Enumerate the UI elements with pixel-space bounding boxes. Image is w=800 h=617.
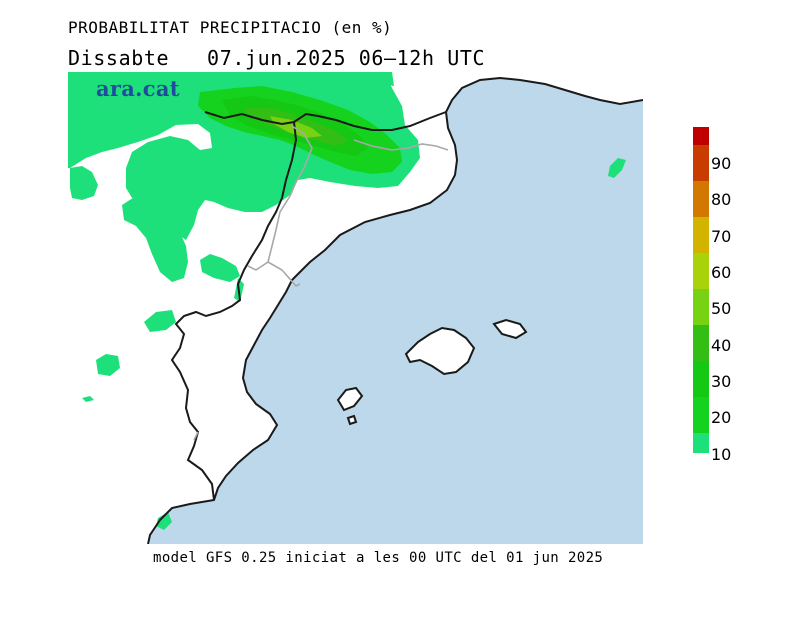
legend-label-40: 40	[711, 336, 732, 355]
coastline	[147, 76, 643, 544]
balearic-islands	[336, 318, 528, 426]
legend-swatch-50-60	[693, 253, 709, 289]
legend-swatch-80-90	[693, 145, 709, 181]
legend-swatch-30-40	[693, 325, 709, 361]
legend-swatch-60-70	[693, 217, 709, 253]
chart-title: PROBABILITAT PRECIPITACIO (en %)	[68, 18, 393, 37]
legend-swatch-10-20	[693, 397, 709, 433]
region-borders	[193, 125, 449, 441]
legend-swatch-90plus	[693, 127, 709, 145]
legend-label-50: 50	[711, 299, 732, 318]
legend-label-60: 60	[711, 263, 732, 282]
prob-50-areas	[270, 116, 322, 138]
chart-subtitle: Dissabte 07.jun.2025 06–12h UTC	[68, 46, 486, 70]
island-formentera	[346, 414, 358, 426]
island-eivissa	[336, 386, 364, 412]
model-footer: model GFS 0.25 iniciat a les 00 UTC del …	[153, 550, 604, 566]
legend-swatch-70-80	[693, 181, 709, 217]
pyrenees-border	[204, 111, 447, 131]
watermark-logo: ara.cat	[96, 76, 180, 101]
precipitation-map	[68, 72, 643, 544]
legend-label-90: 90	[711, 154, 732, 173]
legend-label-80: 80	[711, 190, 732, 209]
legend-label-20: 20	[711, 408, 732, 427]
island-mallorca	[404, 326, 476, 376]
island-menorca	[492, 318, 528, 340]
legend-swatch-40-50	[693, 289, 709, 325]
legend-label-10: 10	[711, 445, 732, 464]
legend-label-70: 70	[711, 227, 732, 246]
legend-swatch-20-30	[693, 361, 709, 397]
legend-label-30: 30	[711, 372, 732, 391]
legend-swatch-0-10	[693, 433, 709, 453]
